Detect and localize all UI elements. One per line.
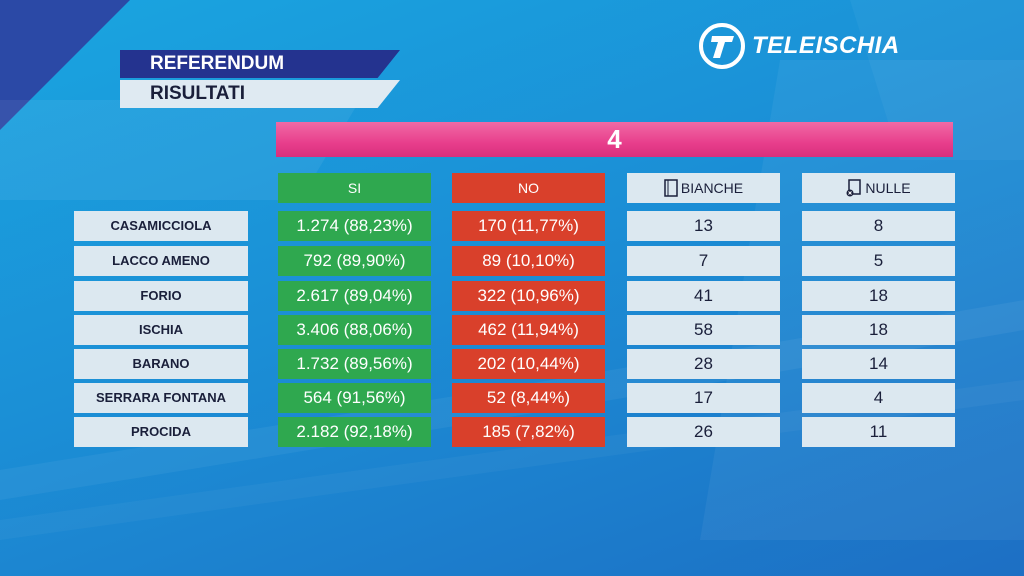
teleischia-logo: TELEISCHIA — [698, 22, 900, 70]
row-no: 89 (10,10%) — [452, 246, 605, 276]
row-nulle: 14 — [802, 349, 955, 379]
title-referendum: REFERENDUM — [120, 50, 400, 78]
blank-ballot-icon — [664, 179, 678, 197]
row-nulle: 11 — [802, 417, 955, 447]
row-bianche: 13 — [627, 211, 780, 241]
column-header-si: SI — [278, 173, 431, 203]
row-no: 185 (7,82%) — [452, 417, 605, 447]
row-nulle: 18 — [802, 281, 955, 311]
row-name: LACCO AMENO — [74, 246, 248, 276]
row-bianche: 58 — [627, 315, 780, 345]
row-si: 1.732 (89,56%) — [278, 349, 431, 379]
row-name: BARANO — [74, 349, 248, 379]
row-bianche: 7 — [627, 246, 780, 276]
column-header-bianche: BIANCHE — [627, 173, 780, 203]
row-no: 202 (10,44%) — [452, 349, 605, 379]
logo-text: TELEISCHIA — [752, 32, 900, 59]
row-name: CASAMICCIOLA — [74, 211, 248, 241]
row-no: 170 (11,77%) — [452, 211, 605, 241]
row-si: 3.406 (88,06%) — [278, 315, 431, 345]
row-nulle: 8 — [802, 211, 955, 241]
title-risultati: RISULTATI — [120, 80, 400, 108]
column-header-nulle: NULLE — [802, 173, 955, 203]
column-header-nulle-label: NULLE — [865, 180, 911, 196]
row-no: 322 (10,96%) — [452, 281, 605, 311]
row-si: 2.617 (89,04%) — [278, 281, 431, 311]
row-name: PROCIDA — [74, 417, 248, 447]
row-bianche: 26 — [627, 417, 780, 447]
row-nulle: 18 — [802, 315, 955, 345]
row-no: 52 (8,44%) — [452, 383, 605, 413]
row-bianche: 28 — [627, 349, 780, 379]
row-bianche: 17 — [627, 383, 780, 413]
row-name: FORIO — [74, 281, 248, 311]
teleischia-logo-icon — [699, 23, 745, 69]
row-name: SERRARA FONTANA — [74, 383, 248, 413]
row-si: 2.182 (92,18%) — [278, 417, 431, 447]
column-header-no: NO — [452, 173, 605, 203]
null-ballot-icon — [846, 179, 862, 197]
row-nulle: 4 — [802, 383, 955, 413]
row-name: ISCHIA — [74, 315, 248, 345]
row-nulle: 5 — [802, 246, 955, 276]
row-si: 792 (89,90%) — [278, 246, 431, 276]
row-bianche: 41 — [627, 281, 780, 311]
column-header-bianche-label: BIANCHE — [680, 180, 744, 196]
banner-number: 4 — [276, 122, 953, 157]
row-si: 564 (91,56%) — [278, 383, 431, 413]
row-no: 462 (11,94%) — [452, 315, 605, 345]
row-si: 1.274 (88,23%) — [278, 211, 431, 241]
